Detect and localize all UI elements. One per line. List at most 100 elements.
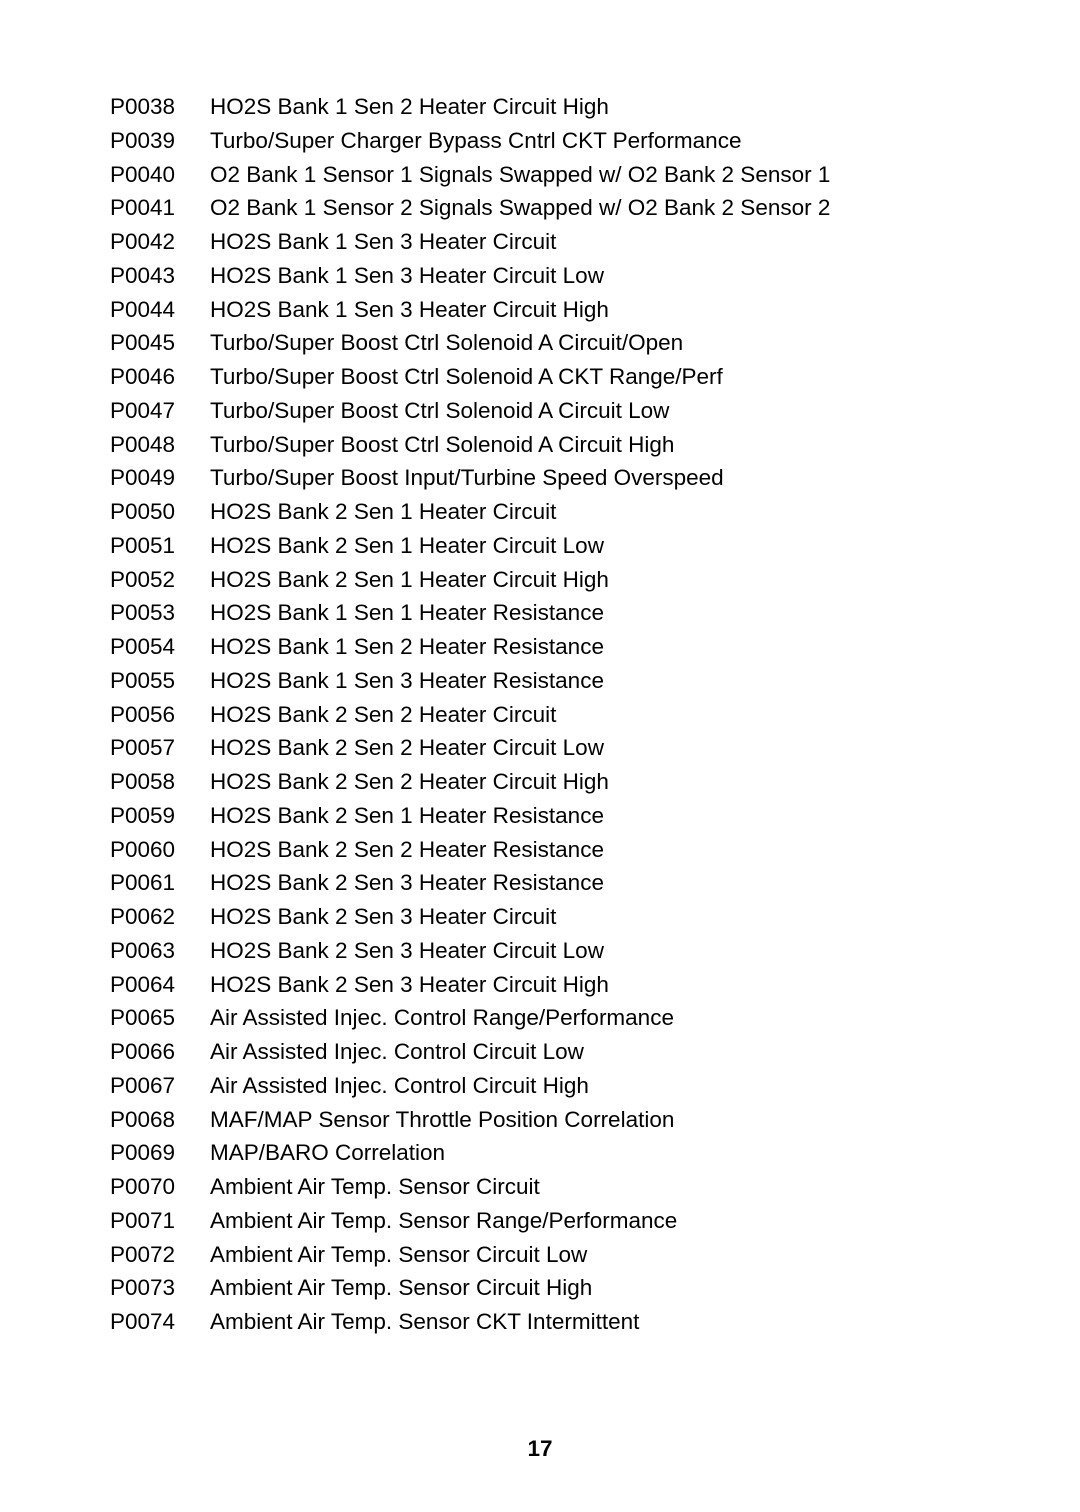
dtc-description: Air Assisted Injec. Control Circuit Low xyxy=(210,1035,970,1069)
dtc-row: P0044HO2S Bank 1 Sen 3 Heater Circuit Hi… xyxy=(110,293,970,327)
dtc-code: P0073 xyxy=(110,1271,210,1305)
dtc-code: P0039 xyxy=(110,124,210,158)
dtc-code: P0067 xyxy=(110,1069,210,1103)
dtc-row: P0047Turbo/Super Boost Ctrl Solenoid A C… xyxy=(110,394,970,428)
dtc-description: Turbo/Super Charger Bypass Cntrl CKT Per… xyxy=(210,124,970,158)
dtc-code: P0070 xyxy=(110,1170,210,1204)
dtc-description: Turbo/Super Boost Ctrl Solenoid A Circui… xyxy=(210,326,970,360)
dtc-code: P0068 xyxy=(110,1103,210,1137)
dtc-code: P0066 xyxy=(110,1035,210,1069)
dtc-row: P0041O2 Bank 1 Sensor 2 Signals Swapped … xyxy=(110,191,970,225)
dtc-code: P0064 xyxy=(110,968,210,1002)
dtc-description: HO2S Bank 2 Sen 2 Heater Circuit High xyxy=(210,765,970,799)
dtc-row: P0055HO2S Bank 1 Sen 3 Heater Resistance xyxy=(110,664,970,698)
dtc-code: P0051 xyxy=(110,529,210,563)
dtc-code: P0048 xyxy=(110,428,210,462)
dtc-row: P0056HO2S Bank 2 Sen 2 Heater Circuit xyxy=(110,698,970,732)
dtc-description: HO2S Bank 2 Sen 2 Heater Resistance xyxy=(210,833,970,867)
dtc-row: P0038HO2S Bank 1 Sen 2 Heater Circuit Hi… xyxy=(110,90,970,124)
dtc-code: P0047 xyxy=(110,394,210,428)
dtc-description: Ambient Air Temp. Sensor Circuit xyxy=(210,1170,970,1204)
dtc-code: P0057 xyxy=(110,731,210,765)
dtc-code: P0061 xyxy=(110,866,210,900)
dtc-description: HO2S Bank 2 Sen 3 Heater Circuit High xyxy=(210,968,970,1002)
dtc-row: P0058HO2S Bank 2 Sen 2 Heater Circuit Hi… xyxy=(110,765,970,799)
dtc-row: P0074Ambient Air Temp. Sensor CKT Interm… xyxy=(110,1305,970,1339)
dtc-code: P0044 xyxy=(110,293,210,327)
dtc-description: Ambient Air Temp. Sensor CKT Intermitten… xyxy=(210,1305,970,1339)
dtc-description: Air Assisted Injec. Control Range/Perfor… xyxy=(210,1001,970,1035)
dtc-code: P0063 xyxy=(110,934,210,968)
dtc-row: P0039Turbo/Super Charger Bypass Cntrl CK… xyxy=(110,124,970,158)
dtc-description: Turbo/Super Boost Ctrl Solenoid A CKT Ra… xyxy=(210,360,970,394)
dtc-description: Ambient Air Temp. Sensor Circuit Low xyxy=(210,1238,970,1272)
dtc-code: P0060 xyxy=(110,833,210,867)
dtc-row: P0054HO2S Bank 1 Sen 2 Heater Resistance xyxy=(110,630,970,664)
dtc-description: HO2S Bank 1 Sen 1 Heater Resistance xyxy=(210,596,970,630)
dtc-row: P0072Ambient Air Temp. Sensor Circuit Lo… xyxy=(110,1238,970,1272)
dtc-code: P0046 xyxy=(110,360,210,394)
dtc-row: P0042HO2S Bank 1 Sen 3 Heater Circuit xyxy=(110,225,970,259)
dtc-code: P0040 xyxy=(110,158,210,192)
dtc-description: Air Assisted Injec. Control Circuit High xyxy=(210,1069,970,1103)
dtc-description: Turbo/Super Boost Ctrl Solenoid A Circui… xyxy=(210,428,970,462)
dtc-row: P0068MAF/MAP Sensor Throttle Position Co… xyxy=(110,1103,970,1137)
dtc-code: P0052 xyxy=(110,563,210,597)
dtc-description: Turbo/Super Boost Input/Turbine Speed Ov… xyxy=(210,461,970,495)
dtc-description: HO2S Bank 2 Sen 2 Heater Circuit Low xyxy=(210,731,970,765)
dtc-row: P0048Turbo/Super Boost Ctrl Solenoid A C… xyxy=(110,428,970,462)
dtc-code: P0053 xyxy=(110,596,210,630)
dtc-code: P0074 xyxy=(110,1305,210,1339)
dtc-code: P0042 xyxy=(110,225,210,259)
dtc-row: P0040O2 Bank 1 Sensor 1 Signals Swapped … xyxy=(110,158,970,192)
dtc-row: P0066Air Assisted Injec. Control Circuit… xyxy=(110,1035,970,1069)
dtc-row: P0069MAP/BARO Correlation xyxy=(110,1136,970,1170)
dtc-row: P0063HO2S Bank 2 Sen 3 Heater Circuit Lo… xyxy=(110,934,970,968)
dtc-description: HO2S Bank 2 Sen 1 Heater Circuit xyxy=(210,495,970,529)
dtc-code: P0050 xyxy=(110,495,210,529)
dtc-description: HO2S Bank 1 Sen 3 Heater Resistance xyxy=(210,664,970,698)
dtc-row: P0067Air Assisted Injec. Control Circuit… xyxy=(110,1069,970,1103)
dtc-row: P0052HO2S Bank 2 Sen 1 Heater Circuit Hi… xyxy=(110,563,970,597)
dtc-row: P0064HO2S Bank 2 Sen 3 Heater Circuit Hi… xyxy=(110,968,970,1002)
dtc-description: HO2S Bank 2 Sen 3 Heater Resistance xyxy=(210,866,970,900)
dtc-code: P0059 xyxy=(110,799,210,833)
dtc-row: P0057HO2S Bank 2 Sen 2 Heater Circuit Lo… xyxy=(110,731,970,765)
dtc-description: O2 Bank 1 Sensor 2 Signals Swapped w/ O2… xyxy=(210,191,970,225)
dtc-description: HO2S Bank 2 Sen 1 Heater Circuit Low xyxy=(210,529,970,563)
dtc-row: P0062HO2S Bank 2 Sen 3 Heater Circuit xyxy=(110,900,970,934)
dtc-row: P0053HO2S Bank 1 Sen 1 Heater Resistance xyxy=(110,596,970,630)
dtc-row: P0060HO2S Bank 2 Sen 2 Heater Resistance xyxy=(110,833,970,867)
dtc-description: Ambient Air Temp. Sensor Circuit High xyxy=(210,1271,970,1305)
dtc-description: HO2S Bank 2 Sen 1 Heater Resistance xyxy=(210,799,970,833)
dtc-description: Turbo/Super Boost Ctrl Solenoid A Circui… xyxy=(210,394,970,428)
dtc-description: HO2S Bank 1 Sen 2 Heater Circuit High xyxy=(210,90,970,124)
dtc-row: P0065Air Assisted Injec. Control Range/P… xyxy=(110,1001,970,1035)
page-number: 17 xyxy=(0,1436,1080,1462)
dtc-code: P0058 xyxy=(110,765,210,799)
dtc-description: Ambient Air Temp. Sensor Range/Performan… xyxy=(210,1204,970,1238)
dtc-description: O2 Bank 1 Sensor 1 Signals Swapped w/ O2… xyxy=(210,158,970,192)
dtc-row: P0061HO2S Bank 2 Sen 3 Heater Resistance xyxy=(110,866,970,900)
dtc-description: HO2S Bank 1 Sen 2 Heater Resistance xyxy=(210,630,970,664)
dtc-row: P0045Turbo/Super Boost Ctrl Solenoid A C… xyxy=(110,326,970,360)
dtc-description: HO2S Bank 2 Sen 3 Heater Circuit Low xyxy=(210,934,970,968)
dtc-row: P0070Ambient Air Temp. Sensor Circuit xyxy=(110,1170,970,1204)
dtc-row: P0049Turbo/Super Boost Input/Turbine Spe… xyxy=(110,461,970,495)
dtc-description: MAP/BARO Correlation xyxy=(210,1136,970,1170)
dtc-code: P0049 xyxy=(110,461,210,495)
dtc-description: HO2S Bank 2 Sen 2 Heater Circuit xyxy=(210,698,970,732)
dtc-code: P0054 xyxy=(110,630,210,664)
dtc-code: P0055 xyxy=(110,664,210,698)
dtc-code: P0062 xyxy=(110,900,210,934)
dtc-code: P0045 xyxy=(110,326,210,360)
dtc-row: P0059HO2S Bank 2 Sen 1 Heater Resistance xyxy=(110,799,970,833)
dtc-description: HO2S Bank 1 Sen 3 Heater Circuit Low xyxy=(210,259,970,293)
dtc-description: MAF/MAP Sensor Throttle Position Correla… xyxy=(210,1103,970,1137)
dtc-code: P0072 xyxy=(110,1238,210,1272)
dtc-row: P0073Ambient Air Temp. Sensor Circuit Hi… xyxy=(110,1271,970,1305)
dtc-description: HO2S Bank 2 Sen 3 Heater Circuit xyxy=(210,900,970,934)
dtc-code: P0043 xyxy=(110,259,210,293)
dtc-code: P0056 xyxy=(110,698,210,732)
dtc-row: P0071Ambient Air Temp. Sensor Range/Perf… xyxy=(110,1204,970,1238)
